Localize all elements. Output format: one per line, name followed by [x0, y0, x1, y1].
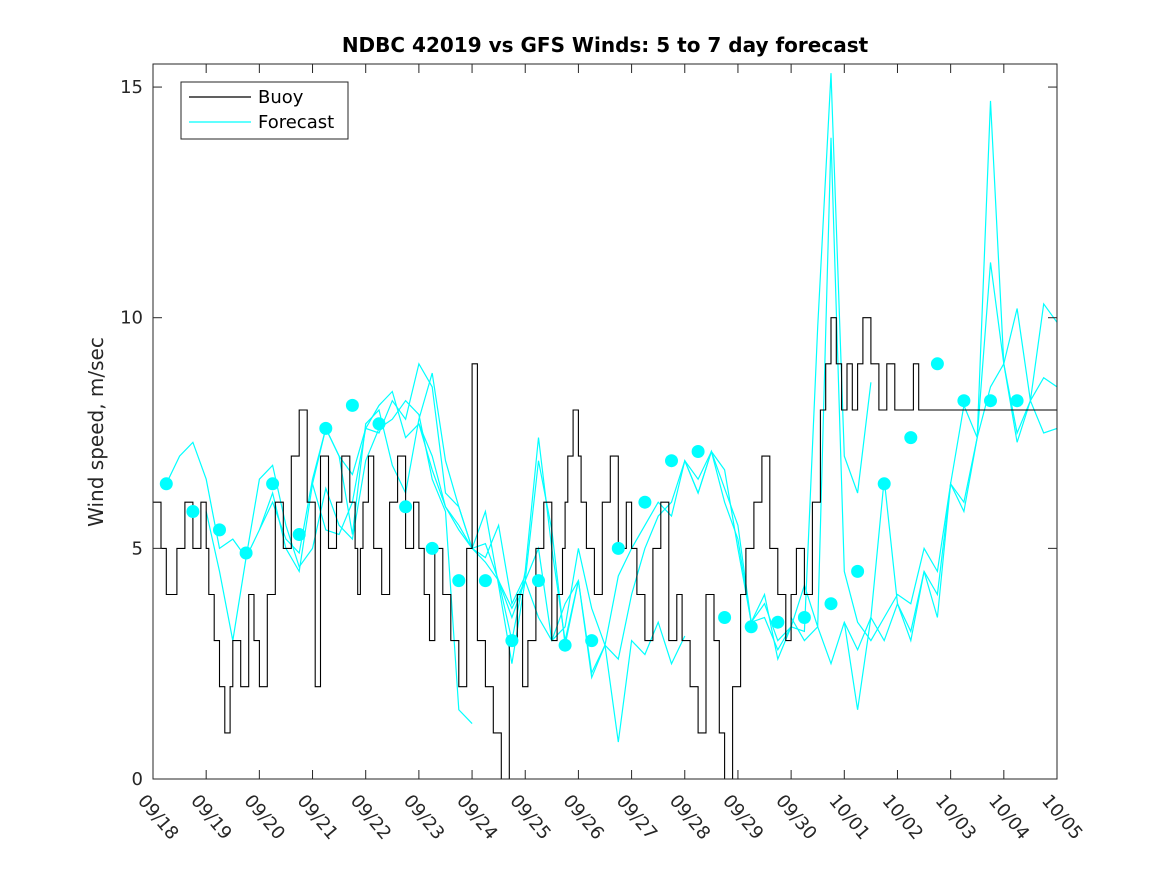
forecast-point — [691, 445, 705, 458]
forecast-point — [425, 541, 439, 555]
x-tick-label: 09/22 — [346, 791, 395, 844]
buoy-line — [153, 317, 1057, 780]
x-tick-label: 09/30 — [771, 791, 820, 844]
forecast-point — [452, 574, 466, 588]
forecast-line-3 — [258, 372, 579, 641]
forecast-line-7 — [684, 137, 1058, 642]
x-tick-label: 09/18 — [133, 791, 182, 844]
x-tick-label: 09/26 — [559, 791, 608, 844]
forecast-point — [665, 454, 678, 468]
legend-box — [180, 81, 349, 140]
y-tick-label: 15 — [120, 77, 143, 98]
forecast-point — [744, 620, 758, 634]
x-tick-label: 09/19 — [186, 791, 235, 844]
x-tick-label: 09/24 — [452, 791, 501, 844]
forecast-point — [399, 500, 413, 514]
y-axis-label: Wind speed, m/sec — [84, 337, 108, 527]
plot-background — [153, 64, 1057, 779]
forecast-point — [638, 495, 652, 509]
x-tick-label: 09/29 — [718, 791, 767, 844]
forecast-point — [957, 394, 971, 408]
x-tick-label: 09/27 — [612, 791, 661, 844]
legend-label-buoy: Buoy — [258, 87, 304, 108]
forecast-point — [904, 431, 918, 445]
y-tick-label: 0 — [132, 769, 143, 790]
forecast-point — [159, 477, 173, 491]
forecast-point — [851, 564, 865, 578]
series-layer — [153, 73, 1058, 780]
forecast-point — [345, 398, 359, 412]
x-tick-label: 09/23 — [399, 791, 448, 844]
forecast-point — [797, 611, 811, 624]
legend-label-forecast: Forecast — [258, 112, 334, 133]
forecast-point — [186, 505, 200, 518]
forecast-point — [771, 615, 785, 629]
forecast-point — [505, 634, 519, 648]
x-tick-label: 10/04 — [984, 791, 1033, 844]
y-tick-label: 5 — [132, 538, 143, 559]
forecast-point — [611, 541, 625, 555]
forecast-point — [478, 574, 492, 588]
chart-title: NDBC 42019 vs GFS Winds: 5 to 7 day fore… — [342, 33, 869, 57]
x-tick-label: 10/05 — [1037, 791, 1086, 844]
forecast-point — [532, 574, 545, 588]
forecast-point — [292, 528, 306, 541]
x-tick-label: 10/01 — [824, 791, 873, 844]
axes-box — [152, 63, 1058, 780]
x-tick-label: 09/28 — [665, 791, 714, 844]
forecast-line-9 — [843, 262, 1058, 710]
forecast-point — [558, 638, 572, 652]
forecast-line-1 — [165, 399, 473, 725]
x-tick-label: 09/21 — [293, 791, 342, 844]
forecast-point — [266, 477, 280, 491]
y-tick-label: 10 — [120, 308, 143, 329]
forecast-line-4 — [311, 390, 686, 743]
forecast-point — [1010, 394, 1024, 408]
x-tick-label: 09/25 — [505, 791, 554, 844]
forecast-point — [930, 357, 944, 371]
forecast-point — [213, 523, 226, 537]
forecast-point — [718, 611, 732, 624]
forecast-point — [372, 417, 386, 431]
forecast-point — [585, 634, 599, 648]
x-tick-label: 10/03 — [931, 791, 980, 844]
legend: Buoy Forecast — [180, 81, 349, 140]
forecast-point — [877, 477, 891, 491]
forecast-point — [824, 597, 838, 611]
x-tick-label: 10/02 — [878, 791, 927, 844]
forecast-point — [239, 546, 253, 560]
forecast-point — [319, 421, 333, 435]
forecast-point — [984, 394, 997, 408]
plot-area — [153, 64, 1057, 779]
x-tick-label: 09/20 — [240, 791, 289, 844]
